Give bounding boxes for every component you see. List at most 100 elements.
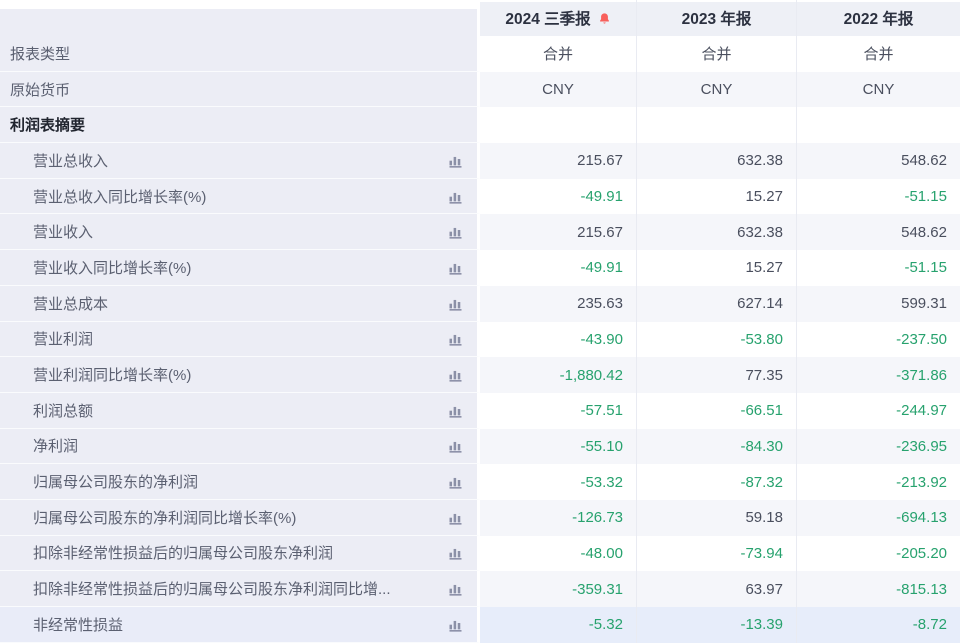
metric-label: 非经常性损益: [33, 616, 124, 634]
value-cell: -84.30: [636, 428, 796, 465]
value-cell: -237.50: [796, 321, 960, 358]
value-cell: -51.15: [796, 178, 960, 215]
metric-label: 营业总成本: [33, 295, 109, 313]
value-cell: -87.32: [636, 464, 796, 500]
table-row[interactable]: 利润总额 -57.51 -66.51 -244.97: [0, 392, 960, 429]
bar-chart-icon[interactable]: [448, 581, 463, 596]
table-row[interactable]: 原始货币 CNY CNY CNY: [0, 71, 960, 108]
bar-chart-icon[interactable]: [448, 189, 463, 204]
value-cell: 235.63: [480, 285, 636, 322]
value-cell: 77.35: [636, 357, 796, 393]
value-cell: 59.18: [636, 499, 796, 536]
column-header-2024-q3[interactable]: 2024 三季报: [480, 0, 636, 36]
metric-label-cell: 归属母公司股东的净利润: [0, 464, 480, 500]
value-cell: -53.32: [580, 473, 623, 491]
value-cell: -43.90: [580, 330, 623, 348]
metric-label-cell: 利润总额: [0, 392, 480, 429]
bar-chart-icon[interactable]: [448, 403, 463, 418]
table-row[interactable]: 营业总收入同比增长率(%) -49.91 15.27 -51.15: [0, 178, 960, 215]
value-cell: -8.72: [796, 607, 960, 643]
value-cell: 548.62: [796, 214, 960, 251]
metric-label-cell: 扣除非经常性损益后的归属母公司股东净利润同比增...: [0, 571, 480, 607]
table-body: 报表类型 合并 合并 合并 原始货币 CNY CNY CNY 利润表摘要 营业总…: [0, 36, 960, 643]
value-cell: -359.31: [480, 571, 636, 607]
bar-chart-icon[interactable]: [448, 438, 463, 454]
column-header-label: 2024 三季报: [505, 11, 591, 28]
value-cell: -53.80: [636, 321, 796, 358]
metric-label: 利润总额: [33, 402, 94, 420]
metric-label: 净利润: [33, 438, 79, 456]
table-row[interactable]: 报表类型 合并 合并 合并: [0, 36, 960, 72]
bar-chart-icon[interactable]: [448, 617, 463, 632]
value-cell: -66.51: [636, 392, 796, 429]
bar-chart-icon[interactable]: [448, 510, 463, 525]
bar-chart-icon[interactable]: [448, 474, 463, 489]
table-row[interactable]: 非经常性损益 -5.32 -13.39 -8.72: [0, 607, 960, 643]
table-row[interactable]: 营业收入 215.67 632.38 548.62: [0, 214, 960, 251]
value-cell: -13.39: [636, 607, 796, 643]
table-row[interactable]: 营业总收入 215.67 632.38 548.62: [0, 143, 960, 179]
metric-label-cell: 原始货币: [0, 71, 480, 108]
metric-label-cell: 报表类型: [0, 36, 480, 72]
value-cell: 合并: [636, 36, 796, 72]
table-row[interactable]: 净利润 -55.10 -84.30 -236.95: [0, 428, 960, 465]
value-cell: CNY: [796, 71, 960, 108]
bar-chart-icon[interactable]: [448, 224, 463, 239]
value-cell: -51.15: [796, 250, 960, 286]
metric-label-cell: 扣除非经常性损益后的归属母公司股东净利润: [0, 535, 480, 572]
column-header-2023[interactable]: 2023 年报: [636, 0, 796, 36]
value-cell: -5.32: [480, 607, 636, 643]
value-cell: 215.67: [480, 143, 636, 179]
table-row[interactable]: 扣除非经常性损益后的归属母公司股东净利润 -48.00 -73.94 -205.…: [0, 535, 960, 572]
value-cell: -213.92: [796, 464, 960, 500]
value-cell: 632.38: [636, 143, 796, 179]
table-header-row: 2024 三季报 2023 年报 2022 年报: [0, 0, 960, 36]
metric-label-cell: 净利润: [0, 428, 480, 465]
bar-chart-icon[interactable]: [448, 367, 463, 382]
metric-label-cell: 非经常性损益: [0, 607, 480, 643]
value-cell: -1,880.42: [480, 357, 636, 393]
table-row[interactable]: 营业利润同比增长率(%) -1,880.42 77.35 -371.86: [0, 357, 960, 393]
metric-label-cell: 营业总成本: [0, 285, 480, 322]
value-cell: -126.73: [480, 499, 636, 536]
bar-chart-icon[interactable]: [448, 153, 463, 168]
table-row[interactable]: 归属母公司股东的净利润 -53.32 -87.32 -213.92: [0, 464, 960, 500]
metric-label: 营业利润同比增长率(%): [33, 367, 192, 385]
value-cell: 599.31: [796, 285, 960, 322]
bar-chart-icon[interactable]: [448, 331, 463, 346]
metric-label-cell: 归属母公司股东的净利润同比增长率(%): [0, 499, 480, 536]
value-cell: 15.27: [636, 178, 796, 215]
bar-chart-icon[interactable]: [448, 260, 463, 275]
value-cell: -371.86: [796, 357, 960, 393]
value-cell: -55.10: [480, 428, 636, 465]
metric-label-cell: 营业利润同比增长率(%): [0, 357, 480, 393]
value-cell: [636, 107, 796, 144]
header-metric-column: [0, 0, 480, 36]
table-row[interactable]: 归属母公司股东的净利润同比增长率(%) -126.73 59.18 -694.1…: [0, 499, 960, 536]
table-row[interactable]: 营业总成本 235.63 627.14 599.31: [0, 285, 960, 322]
table-row[interactable]: 营业利润 -43.90 -53.80 -237.50: [0, 321, 960, 358]
metric-label: 原始货币: [10, 81, 71, 99]
alert-bell-icon[interactable]: [598, 12, 611, 25]
value-cell: -236.95: [796, 428, 960, 465]
table-row[interactable]: 营业收入同比增长率(%) -49.91 15.27 -51.15: [0, 250, 960, 286]
metric-label: 营业总收入: [33, 152, 109, 170]
column-header-label: 2023 年报: [681, 11, 752, 28]
metric-label: 报表类型: [10, 45, 71, 63]
bar-chart-icon[interactable]: [448, 545, 463, 561]
metric-label: 扣除非经常性损益后的归属母公司股东净利润同比增...: [33, 581, 391, 599]
value-cell: -49.91: [580, 259, 623, 277]
metric-label-cell: 营业总收入同比增长率(%): [0, 178, 480, 215]
bar-chart-icon[interactable]: [448, 296, 463, 311]
table-row[interactable]: 利润表摘要: [0, 107, 960, 144]
column-header-2022[interactable]: 2022 年报: [796, 0, 960, 36]
table-row[interactable]: 扣除非经常性损益后的归属母公司股东净利润同比增... -359.31 63.97…: [0, 571, 960, 607]
metric-label: 扣除非经常性损益后的归属母公司股东净利润: [33, 545, 334, 563]
value-cell: -244.97: [796, 392, 960, 429]
value-cell: 合并: [542, 46, 573, 64]
value-cell: -205.20: [796, 535, 960, 572]
metric-label: 营业总收入同比增长率(%): [33, 188, 207, 206]
metric-label: 营业收入: [33, 224, 94, 242]
value-cell: -73.94: [636, 535, 796, 572]
